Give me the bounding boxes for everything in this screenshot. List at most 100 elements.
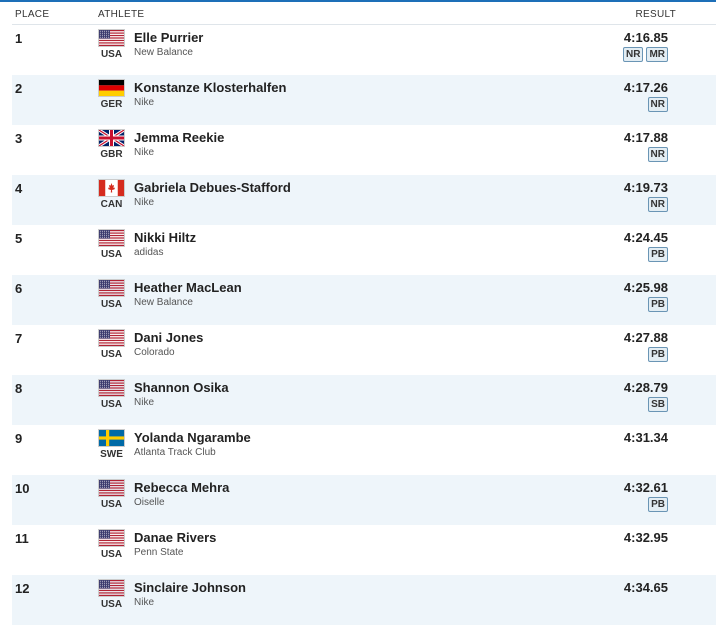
result-time: 4:28.79: [623, 380, 668, 395]
athlete-team: adidas: [134, 247, 164, 258]
record-badges: PB: [648, 247, 668, 262]
column-header-result: RESULT: [635, 9, 676, 20]
table-row: 12 USA Sinclaire Johnson Nike 4:34.65: [12, 575, 716, 625]
athlete-country: GBR: [98, 128, 125, 160]
athlete-country: CAN: [98, 179, 125, 210]
table-row: 1 USA Elle Purrier New Balance 4:16.85 N…: [12, 25, 716, 75]
us-flag-icon: [98, 379, 125, 397]
us-flag-icon: [98, 579, 125, 597]
athlete-team: Nike: [134, 397, 155, 408]
country-code: USA: [100, 349, 123, 360]
athlete-name[interactable]: Konstanze Klosterhalfen: [134, 80, 287, 95]
record-badges: PB: [648, 347, 668, 362]
athlete-name[interactable]: Sinclaire Johnson: [134, 580, 246, 595]
record-badge: NR: [647, 197, 668, 212]
record-badge: PB: [648, 497, 668, 512]
athlete-country: USA: [98, 479, 125, 510]
athlete-country: USA: [98, 579, 125, 610]
us-flag-icon: [98, 529, 125, 547]
place-number: 10: [15, 481, 30, 496]
result-time: 4:24.45: [623, 230, 668, 245]
record-badges: PB: [648, 497, 668, 512]
athlete-team: Nike: [134, 147, 155, 158]
top-accent-line: [0, 0, 716, 2]
table-row: 7 USA Dani Jones Colorado 4:27.88 PB: [12, 325, 716, 375]
country-code: USA: [100, 599, 123, 610]
record-badge: MR: [646, 47, 668, 62]
athlete-country: GER: [98, 79, 125, 110]
place-number: 3: [15, 131, 23, 146]
result-time: 4:19.73: [623, 180, 668, 195]
result-time: 4:17.26: [623, 80, 668, 95]
place-number: 5: [15, 231, 23, 246]
place-number: 8: [15, 381, 23, 396]
country-code: GBR: [100, 149, 123, 160]
result-time: 4:34.65: [623, 580, 668, 595]
column-header-place: PLACE: [15, 9, 50, 20]
athlete-name[interactable]: Heather MacLean: [134, 280, 242, 295]
country-code: USA: [100, 499, 123, 510]
place-number: 4: [15, 181, 23, 196]
athlete-name[interactable]: Shannon Osika: [134, 380, 229, 395]
table-row: 9 SWE Yolanda Ngarambe Atlanta Track Clu…: [12, 425, 716, 475]
table-row: 4 CAN Gabriela Debues-Stafford Nike 4:19…: [12, 175, 716, 225]
athlete-team: Penn State: [134, 547, 184, 558]
country-code: CAN: [100, 199, 123, 210]
athlete-team: Oiselle: [134, 497, 165, 508]
athlete-team: New Balance: [134, 297, 193, 308]
country-code: GER: [100, 99, 123, 110]
country-code: USA: [100, 299, 123, 310]
athlete-name[interactable]: Jemma Reekie: [134, 130, 225, 145]
result-time: 4:32.61: [623, 480, 668, 495]
sweden-flag-icon: [98, 429, 125, 447]
athlete-country: USA: [98, 279, 125, 310]
table-row: 8 USA Shannon Osika Nike 4:28.79 SB: [12, 375, 716, 425]
table-row: 10 USA Rebecca Mehra Oiselle 4:32.61 PB: [12, 475, 716, 525]
country-code: SWE: [100, 449, 123, 460]
country-code: USA: [100, 249, 123, 260]
athlete-team: Colorado: [134, 347, 175, 358]
germany-flag-icon: [98, 79, 125, 97]
athlete-name[interactable]: Danae Rivers: [134, 530, 217, 545]
place-number: 2: [15, 81, 23, 96]
result-time: 4:32.95: [623, 530, 668, 545]
record-badges: NR: [647, 97, 668, 112]
place-number: 1: [15, 31, 23, 46]
results-table-header: PLACE ATHLETE RESULT: [12, 2, 716, 25]
record-badge: PB: [648, 297, 668, 312]
record-badge: NR: [647, 97, 668, 112]
record-badges: SB: [648, 397, 668, 412]
record-badges: NR MR: [622, 47, 668, 62]
athlete-name[interactable]: Rebecca Mehra: [134, 480, 230, 495]
result-time: 4:27.88: [623, 330, 668, 345]
result-time: 4:16.85: [623, 30, 668, 45]
athlete-team: Atlanta Track Club: [134, 447, 216, 458]
result-time: 4:31.34: [623, 430, 668, 445]
place-number: 11: [15, 531, 29, 546]
result-time: 4:17.88: [623, 130, 668, 145]
athlete-team: Nike: [134, 597, 155, 608]
athlete-country: USA: [98, 29, 125, 60]
record-badge: SB: [648, 397, 668, 412]
place-number: 12: [15, 581, 30, 596]
place-number: 9: [15, 431, 23, 446]
result-time: 4:25.98: [623, 280, 668, 295]
athlete-name[interactable]: Elle Purrier: [134, 30, 204, 45]
athlete-name[interactable]: Nikki Hiltz: [134, 230, 197, 245]
table-row: 2 GER Konstanze Klosterhalfen Nike 4:17.…: [12, 75, 716, 125]
athlete-name[interactable]: Gabriela Debues-Stafford: [134, 180, 291, 195]
athlete-team: New Balance: [134, 47, 193, 58]
results-table-body: 1 USA Elle Purrier New Balance 4:16.85 N…: [12, 25, 716, 625]
country-code: USA: [100, 49, 123, 60]
country-code: USA: [100, 399, 123, 410]
athlete-name[interactable]: Yolanda Ngarambe: [134, 430, 251, 445]
place-number: 7: [15, 331, 23, 346]
athlete-name[interactable]: Dani Jones: [134, 330, 204, 345]
table-row: 6 USA Heather MacLean New Balance 4:25.9…: [12, 275, 716, 325]
record-badges: PB: [648, 297, 668, 312]
us-flag-icon: [98, 279, 125, 297]
column-header-athlete: ATHLETE: [98, 9, 145, 20]
record-badges: NR: [647, 197, 668, 212]
record-badges: NR: [647, 147, 668, 162]
uk-flag-icon: [98, 128, 125, 148]
